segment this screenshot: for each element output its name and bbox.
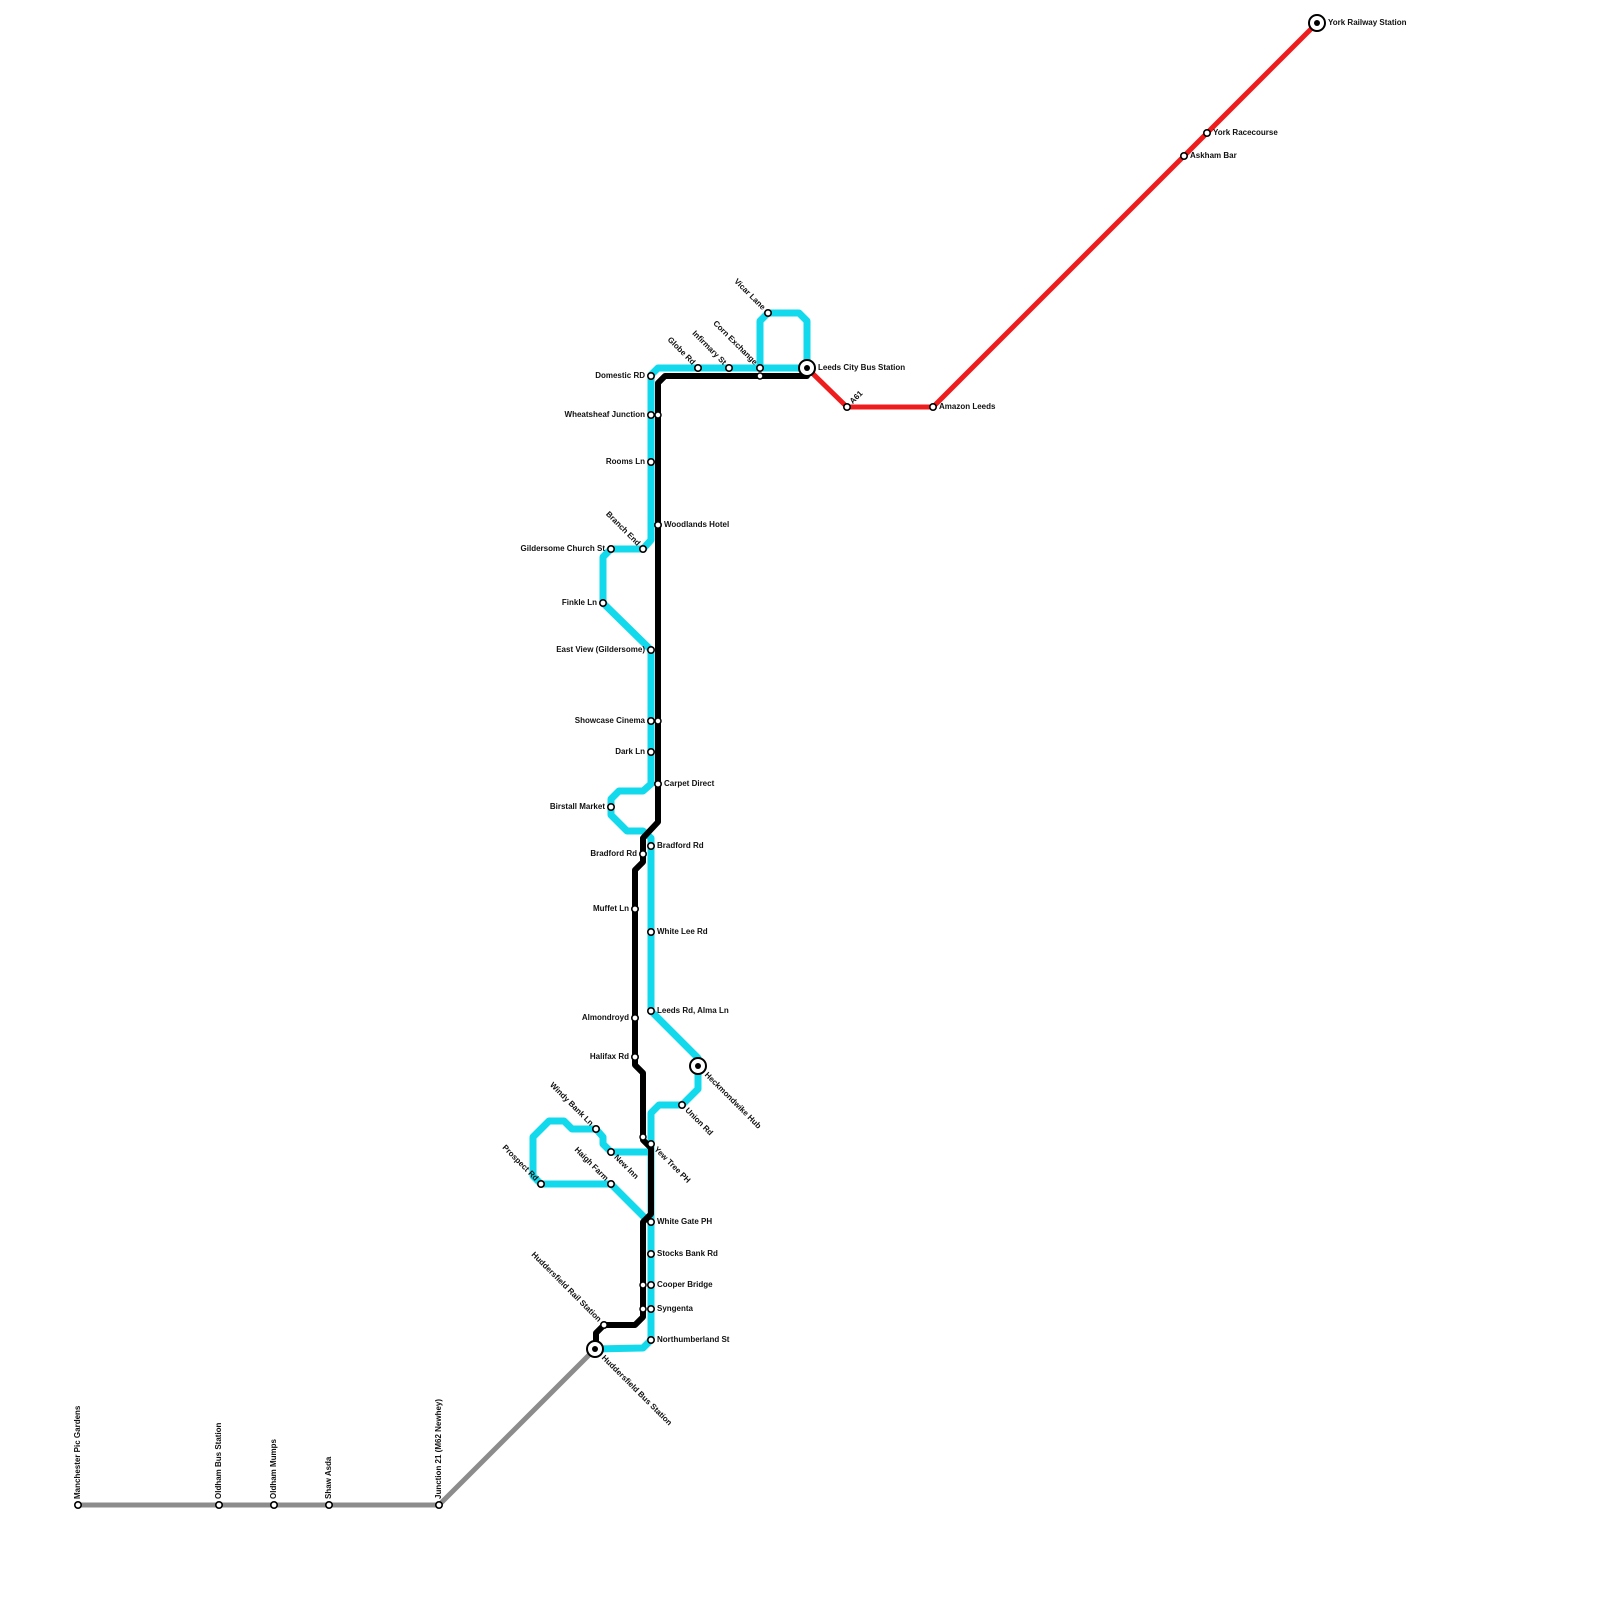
station: [646, 1006, 655, 1015]
station: [646, 1218, 655, 1227]
station: [693, 363, 702, 372]
station-label: White Gate PH: [657, 1217, 712, 1226]
station-label: Huddersfield Bus Station: [600, 1353, 674, 1427]
station-label: Yew Tree PH: [652, 1145, 692, 1185]
station: [591, 1125, 600, 1134]
station-label: Leeds Rd, Alma Ln: [657, 1006, 729, 1015]
station: [599, 1321, 608, 1330]
station-label: Oldham Mumps: [269, 1438, 278, 1499]
station: [1203, 129, 1212, 138]
station: [763, 308, 772, 317]
station-label: Oldham Bus Station: [214, 1422, 223, 1499]
station-label: Branch End: [604, 510, 642, 548]
station: [646, 747, 655, 756]
station-label: Askham Bar: [1190, 151, 1237, 160]
station: [653, 779, 662, 788]
station-label: Amazon Leeds: [939, 402, 996, 411]
station-label: Domestic RD: [595, 371, 645, 380]
station: [606, 1180, 615, 1189]
station-label: Globe Rd: [666, 335, 698, 367]
station-label: Northumberland St: [657, 1335, 730, 1344]
station: [646, 1250, 655, 1259]
station: [536, 1180, 545, 1189]
station: [606, 544, 615, 553]
station-label: York Railway Station: [1328, 18, 1407, 27]
station-label: Cooper Bridge: [657, 1280, 713, 1289]
black-line: [593, 373, 810, 1352]
station-label: Muffet Ln: [593, 904, 629, 913]
station: [630, 1013, 639, 1022]
station: [724, 363, 733, 372]
station: [74, 1501, 83, 1510]
station: [842, 402, 851, 411]
station-label: Rooms Ln: [606, 457, 645, 466]
interchange-dot: [592, 1346, 598, 1352]
station-label: Halifax Rd: [590, 1052, 629, 1061]
interchange-dot: [695, 1063, 701, 1069]
station: [269, 1501, 278, 1510]
station-label: Vicar Lane: [732, 277, 767, 312]
station: [646, 1281, 655, 1290]
station-label: York Racecourse: [1213, 128, 1278, 137]
station-label: Carpet Direct: [664, 779, 715, 788]
station: [677, 1101, 686, 1110]
station: [1180, 152, 1189, 161]
station-label: Heckmondwike Hub: [703, 1070, 763, 1130]
red-line: [804, 20, 1320, 410]
station: [646, 645, 655, 654]
station-label: New Inn: [612, 1153, 640, 1181]
grey-line: [75, 1346, 598, 1508]
station-label: Leeds City Bus Station: [818, 363, 905, 372]
station: [630, 904, 639, 913]
station: [434, 1501, 443, 1510]
station-label: Birstall Market: [550, 802, 605, 811]
station-label: Woodlands Hotel: [664, 520, 729, 529]
station-label: East View (Gildersome): [556, 645, 645, 654]
station-label: Bradford Rd: [657, 841, 704, 850]
station-label: Junction 21 (M62 Newhey): [434, 1399, 443, 1499]
station-label: Dark Ln: [615, 747, 645, 756]
station-label: Shaw Asda: [324, 1456, 333, 1499]
station-label: A61: [848, 389, 865, 406]
station: [646, 1140, 655, 1149]
station-label: Showcase Cinema: [575, 716, 646, 725]
station: [646, 1305, 655, 1314]
station: [646, 371, 655, 380]
station: [638, 849, 647, 858]
station: [215, 1501, 224, 1510]
station-label: Gildersome Church St: [521, 544, 606, 553]
station: [630, 1053, 639, 1062]
extra-stops: [639, 372, 764, 1313]
station-label: White Lee Rd: [657, 927, 708, 936]
station: [653, 520, 662, 529]
station: [646, 927, 655, 936]
station-label: Manchester Pic Gardens: [73, 1405, 82, 1499]
station: [606, 802, 615, 811]
station: [755, 363, 764, 372]
station-label: Haigh Farm: [573, 1145, 610, 1182]
station: [646, 841, 655, 850]
station-label: Finkle Ln: [562, 598, 597, 607]
station: [646, 716, 655, 725]
station-label: Stocks Bank Rd: [657, 1249, 718, 1258]
station-label: Wheatsheaf Junction: [565, 410, 646, 419]
station-label: Syngenta: [657, 1304, 694, 1313]
station: [646, 457, 655, 466]
station: [646, 410, 655, 419]
station: [324, 1501, 333, 1510]
station-label: Bradford Rd: [590, 849, 637, 858]
station-label: Union Rd: [683, 1106, 715, 1138]
station: [598, 598, 607, 607]
station: [638, 544, 647, 553]
interchange-dot: [1314, 20, 1320, 26]
station-label: Almondroyd: [582, 1013, 629, 1022]
interchange-dot: [804, 365, 810, 371]
station: [928, 402, 937, 411]
station: [606, 1148, 615, 1157]
cyan-loop-vicar: [756, 309, 811, 372]
station: [646, 1336, 655, 1345]
station-label: Huddersfield Rail Station: [530, 1250, 604, 1324]
